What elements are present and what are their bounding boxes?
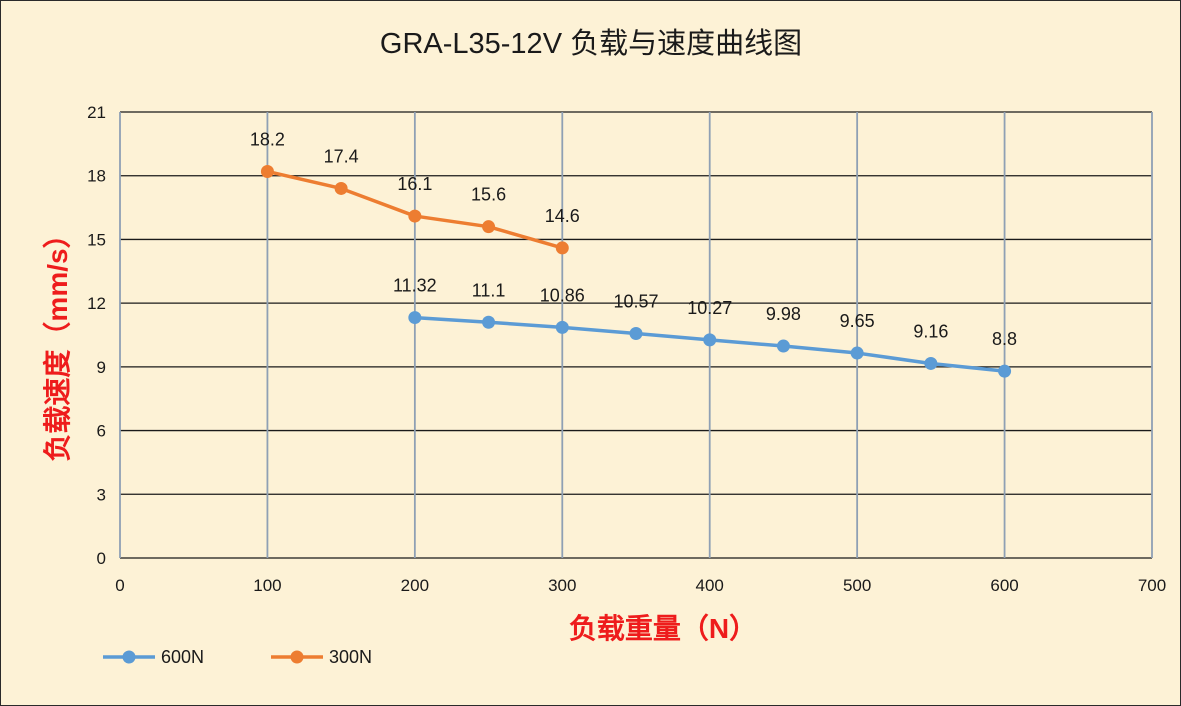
data-label: 10.86: [540, 285, 585, 305]
x-tick-label: 700: [1138, 576, 1166, 595]
x-tick-label: 0: [115, 576, 124, 595]
data-point: [703, 333, 717, 347]
data-labels: 11.32 11.1 10.86 10.57 10.27 9.98 9.65 9.16 8.8 1…: [250, 129, 1017, 349]
data-point: [334, 181, 348, 195]
data-label: 9.65: [840, 311, 875, 331]
data-label: 14.6: [545, 206, 580, 226]
data-label: 8.8: [992, 329, 1017, 349]
data-point: [998, 364, 1012, 378]
legend: 600N 300N: [103, 647, 372, 667]
data-point: [555, 320, 569, 334]
data-point: [482, 220, 496, 234]
data-label: 9.98: [766, 304, 801, 324]
data-point: [629, 327, 643, 341]
y-tick-label: 15: [87, 230, 106, 249]
y-axis-label: 负载速度（mm/s）: [41, 220, 73, 461]
data-label: 17.4: [324, 146, 359, 166]
legend-label: 300N: [329, 647, 372, 667]
x-tick-label: 600: [990, 576, 1018, 595]
data-point: [776, 339, 790, 353]
x-tick-label: 300: [548, 576, 576, 595]
data-label: 15.6: [471, 185, 506, 205]
legend-label: 600N: [161, 647, 204, 667]
data-point: [408, 209, 422, 223]
y-axis-ticks: 0 3 6 9 12 15 18 21: [87, 103, 106, 568]
y-tick-label: 12: [87, 294, 106, 313]
data-label: 18.2: [250, 129, 285, 149]
legend-swatch-marker: [290, 650, 304, 664]
data-label: 16.1: [397, 174, 432, 194]
data-point: [850, 346, 864, 360]
data-label: 11.1: [472, 280, 506, 300]
data-label: 9.16: [913, 321, 948, 341]
y-tick-label: 21: [87, 103, 106, 122]
y-tick-label: 3: [97, 485, 106, 504]
x-axis-label: 负载重量（N）: [569, 612, 757, 644]
data-point: [482, 315, 496, 329]
x-tick-label: 400: [696, 576, 724, 595]
x-tick-label: 200: [401, 576, 429, 595]
data-label: 10.57: [613, 292, 658, 312]
series-layer: [260, 164, 1012, 378]
data-label: 11.32: [393, 276, 437, 296]
x-tick-label: 500: [843, 576, 871, 595]
y-tick-label: 0: [97, 549, 106, 568]
y-tick-label: 9: [97, 358, 106, 377]
data-point: [924, 356, 938, 370]
x-axis-ticks: 0 100 200 300 400 500 600 700: [115, 576, 1166, 595]
x-tick-label: 100: [253, 576, 281, 595]
y-tick-label: 6: [97, 422, 106, 441]
data-point: [260, 164, 274, 178]
data-point: [555, 241, 569, 255]
data-point: [408, 311, 422, 325]
chart-title: GRA-L35-12V 负载与速度曲线图: [380, 27, 802, 60]
legend-swatch-marker: [122, 650, 136, 664]
y-tick-label: 18: [87, 167, 106, 186]
data-label: 10.27: [687, 298, 732, 318]
